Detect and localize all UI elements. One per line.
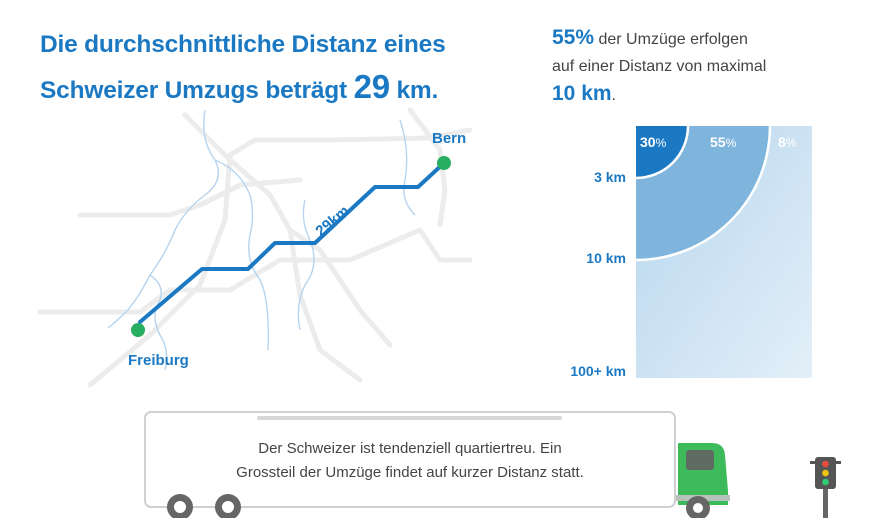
caption: Der Schweizer ist tendenziell quartiertr… <box>150 437 670 485</box>
city-bern: Bern <box>432 130 466 147</box>
stat-line-3: 10 km. <box>552 80 852 109</box>
percent-label-30: 30% <box>640 134 667 150</box>
y-label-3km: 3 km <box>594 169 626 185</box>
trailer-body <box>144 411 676 508</box>
y-label-10km: 10 km <box>586 250 626 266</box>
traffic-light-green <box>822 478 829 486</box>
stat-block: 55% der Umzüge erfolgen auf einer Distan… <box>552 24 852 109</box>
caption-line-2: Grossteil der Umzüge findet auf kurzer D… <box>236 464 584 481</box>
stat-percent: 55% <box>552 26 595 49</box>
percent-label-55: 55% <box>710 134 737 150</box>
map-rivers <box>107 109 416 371</box>
route-line <box>138 161 446 324</box>
headline-line-2: Schweizer Umzugs beträgt 29 km. <box>40 66 520 112</box>
bern-marker <box>437 156 451 170</box>
y-label-100km: 100+ km <box>570 363 626 379</box>
traffic-light-pole <box>823 485 828 518</box>
headline-line-1: Die durchschnittliche Distanz eines <box>40 31 446 58</box>
truck-window <box>686 450 714 470</box>
trailer-wheel-1-hub <box>174 501 186 513</box>
stat-line-1: 55% der Umzüge erfolgen <box>552 24 852 53</box>
map-roads <box>37 107 473 388</box>
traffic-light-red <box>822 460 829 468</box>
stat-text-2: auf einer Distanz von maximal <box>552 58 767 75</box>
trailer-wheel-2-hub <box>222 501 234 513</box>
moving-truck-scene <box>144 411 841 518</box>
truck-wheel-hub <box>693 503 703 513</box>
headline-unit: km. <box>396 77 439 104</box>
freiburg-marker <box>131 323 145 337</box>
distance-chart: 30% 55% 8% 3 km 10 km 100+ km <box>570 126 812 379</box>
traffic-light-side-r <box>836 461 841 464</box>
route-map: 29km Freiburg Bern <box>37 107 473 388</box>
percent-label-8: 8% <box>778 134 797 150</box>
stat-distance: 10 km <box>552 82 612 105</box>
headline: Die durchschnittliche Distanz eines Schw… <box>40 24 520 112</box>
city-freiburg: Freiburg <box>128 352 189 369</box>
headline-value: 29 <box>353 68 391 105</box>
caption-line-1: Der Schweizer ist tendenziell quartiertr… <box>258 440 562 457</box>
distance-band-30 <box>636 126 688 178</box>
route-distance-label: 29km <box>312 202 352 240</box>
stat-text-1: der Umzüge erfolgen <box>598 31 748 48</box>
headline-prefix: Schweizer Umzugs beträgt <box>40 77 347 104</box>
trailer-top-bar <box>257 416 562 420</box>
traffic-light-yellow <box>822 469 829 477</box>
traffic-light-side-l <box>810 461 815 464</box>
stat-period: . <box>611 87 616 104</box>
